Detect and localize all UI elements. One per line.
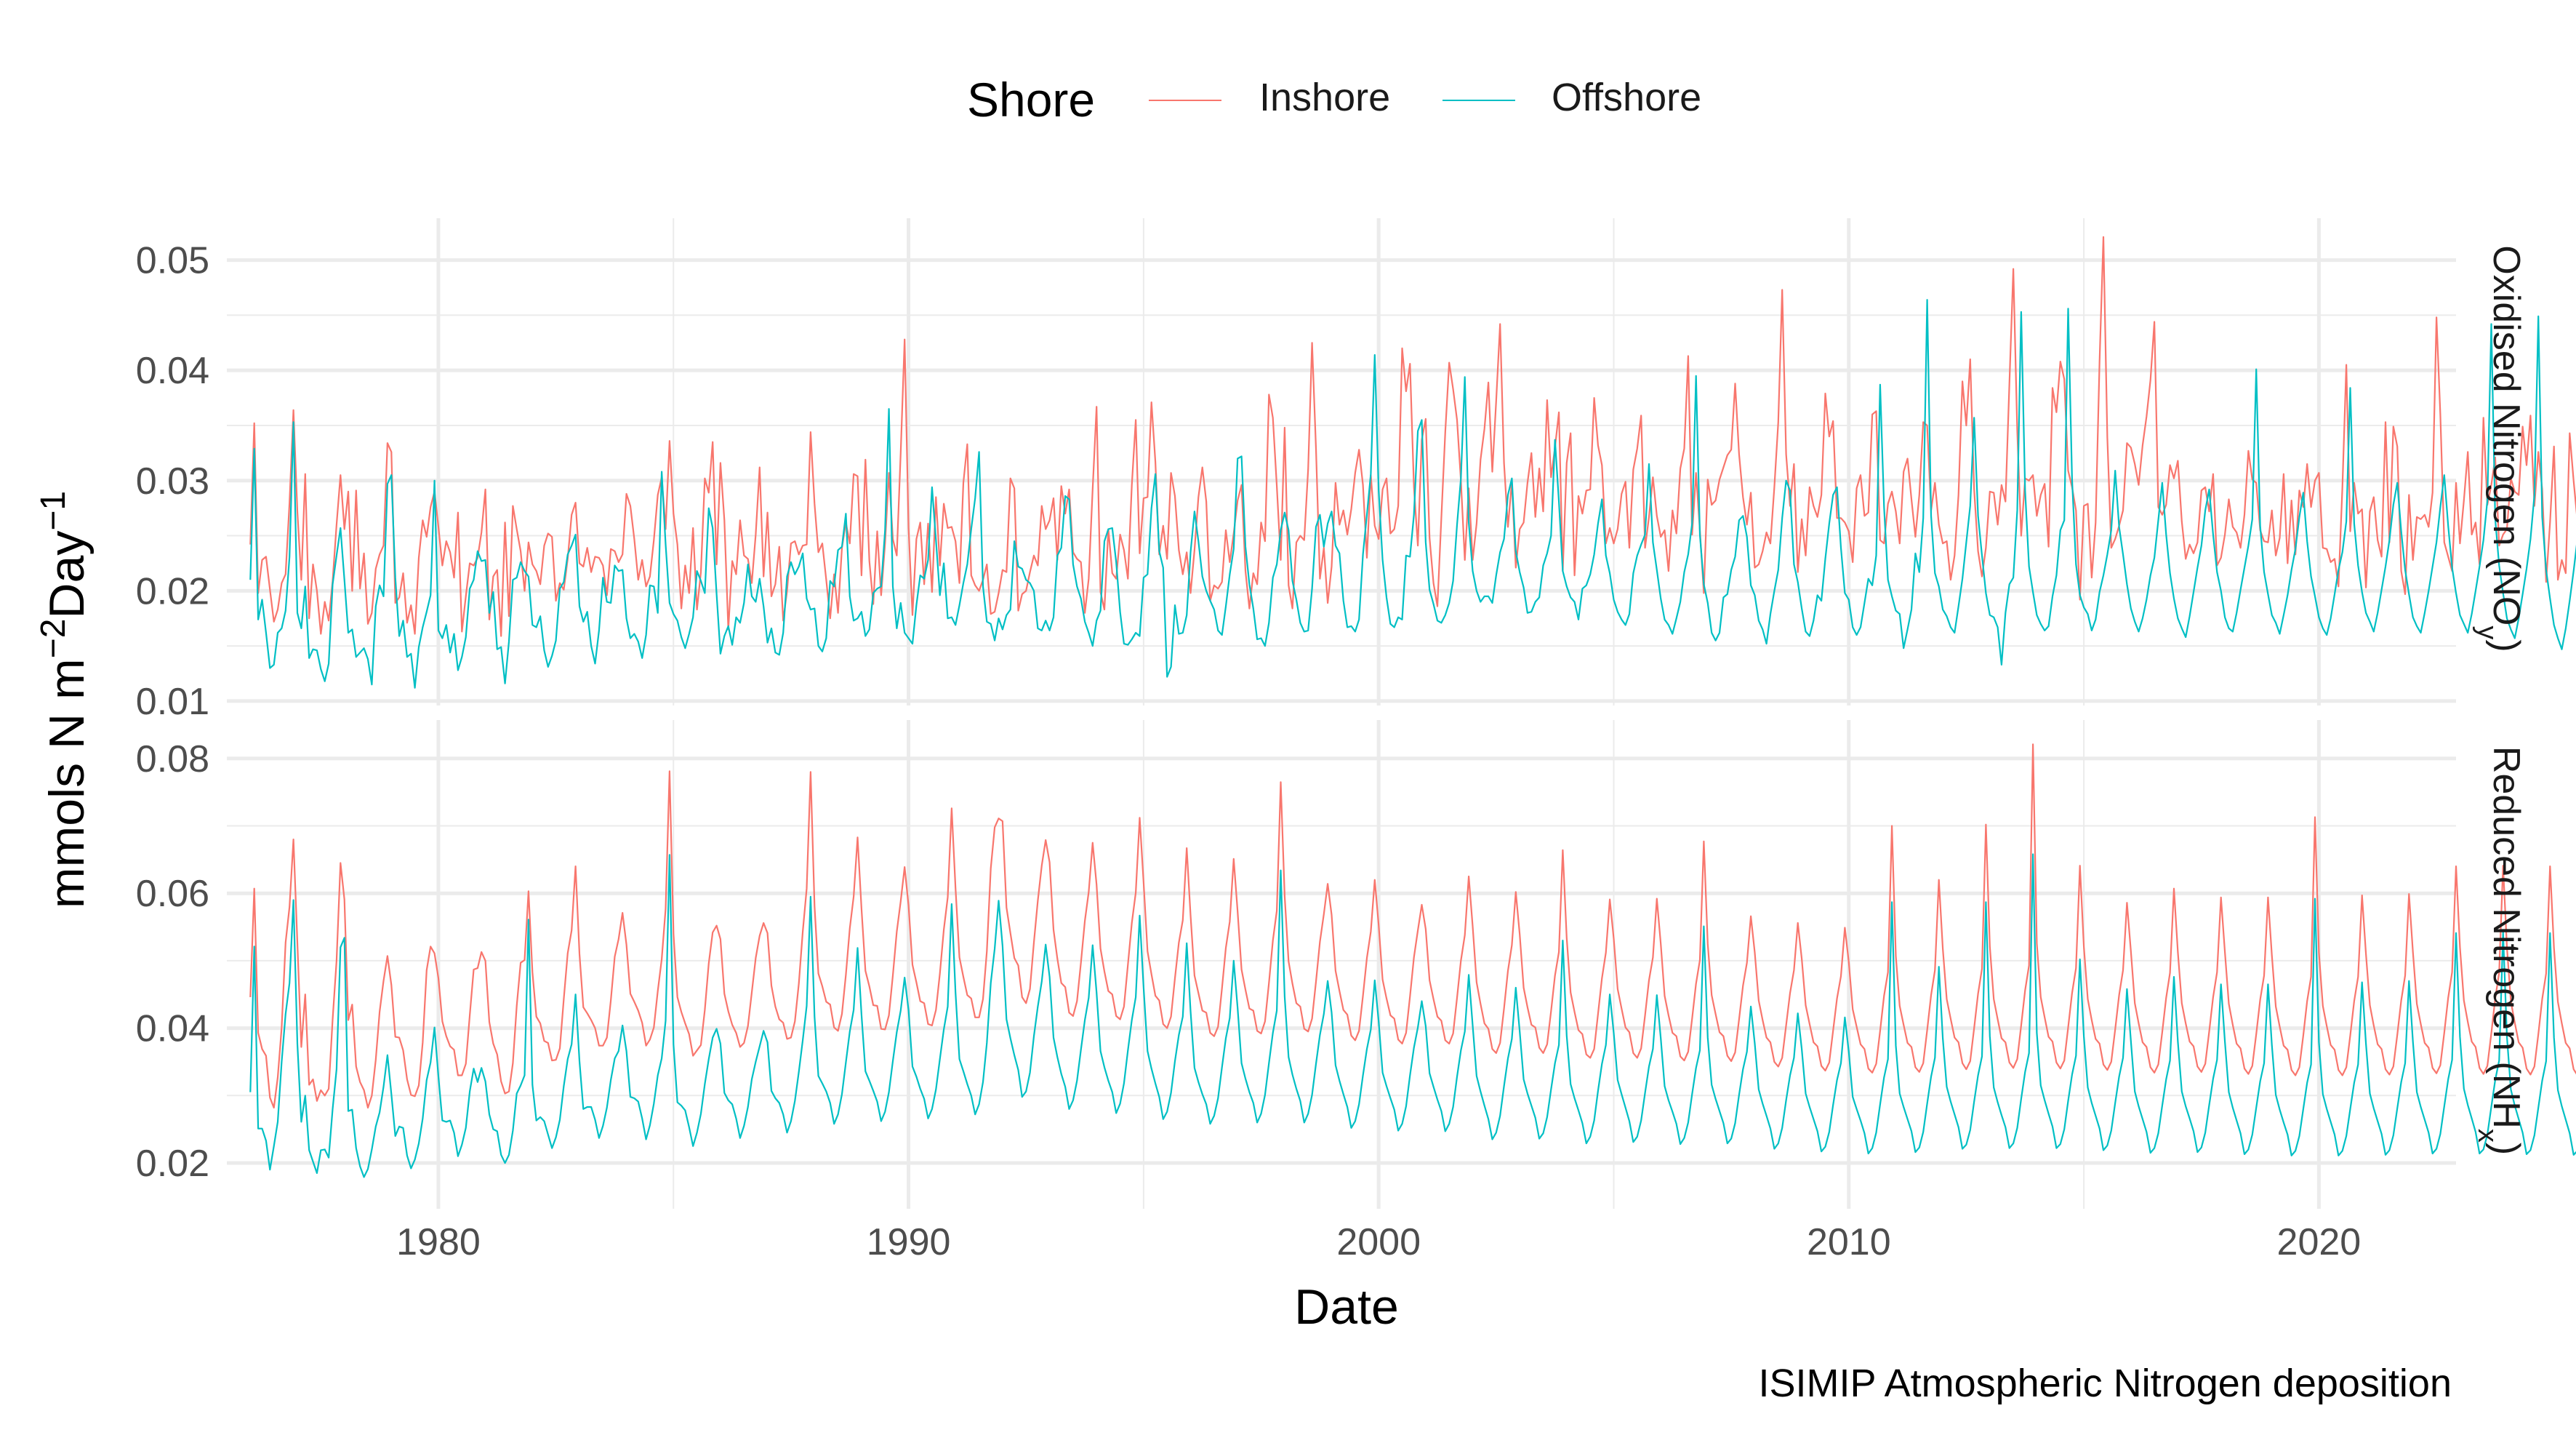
- panel-0-y-tick-label: 0.04: [136, 350, 209, 392]
- x-axis-title: Date: [1294, 1279, 1399, 1335]
- panel-reduced-nitrogen: 0.02 0.04 0.06 0.08 Reduced Nitrogen (NHx): [136, 720, 2576, 1209]
- panel-0-y-tick-label: 0.01: [136, 681, 209, 723]
- panel-1-strip-label: Reduced Nitrogen (NHx): [2472, 746, 2527, 1155]
- legend: Shore Inshore Offshore: [967, 73, 1701, 127]
- panel-oxidised-nitrogen: 0.01 0.02 0.03 0.04 0.05 Oxidised Nitrogen (…: [136, 218, 2576, 723]
- y-axis-title: mmols N m−2Day−1: [34, 491, 95, 908]
- panel-0-series-offshore: [249, 299, 2576, 689]
- legend-title: Shore: [967, 73, 1095, 127]
- panel-1-y-tick-label: 0.04: [136, 1008, 209, 1050]
- panel-1-series-offshore: [249, 853, 2576, 1178]
- x-tick-label: 2010: [1807, 1221, 1891, 1263]
- panel-0-grid: [227, 218, 2456, 705]
- legend-label-inshore: Inshore: [1259, 76, 1390, 119]
- x-tick-label: 2000: [1336, 1221, 1421, 1263]
- panel-1-y-ticks: 0.02 0.04 0.06 0.08: [136, 738, 209, 1185]
- x-tick-label: 1980: [396, 1221, 481, 1263]
- panel-1-y-tick-label: 0.02: [136, 1143, 209, 1185]
- caption: ISIMIP Atmospheric Nitrogen deposition: [1759, 1362, 2452, 1405]
- x-tick-label: 1990: [867, 1221, 951, 1263]
- panel-1-series-inshore: [249, 743, 2576, 1109]
- panel-0-series-inshore: [249, 236, 2576, 637]
- panel-0-y-tick-label: 0.02: [136, 570, 209, 612]
- panel-1-y-tick-label: 0.08: [136, 738, 209, 780]
- panel-0-series: [249, 236, 2576, 689]
- x-tick-label: 2020: [2277, 1221, 2362, 1263]
- panel-0-y-tick-label: 0.03: [136, 460, 209, 503]
- panel-0-y-ticks: 0.01 0.02 0.03 0.04 0.05: [136, 240, 209, 723]
- panel-1-y-tick-label: 0.06: [136, 873, 209, 915]
- panel-0-strip-label: Oxidised Nitrogen (NOy): [2472, 245, 2527, 652]
- panel-0-y-tick-label: 0.05: [136, 240, 209, 282]
- panel-1-series: [249, 743, 2576, 1178]
- x-tick-labels: 1980 1990 2000 2010 2020: [396, 1221, 2361, 1263]
- legend-label-offshore: Offshore: [1552, 76, 1701, 119]
